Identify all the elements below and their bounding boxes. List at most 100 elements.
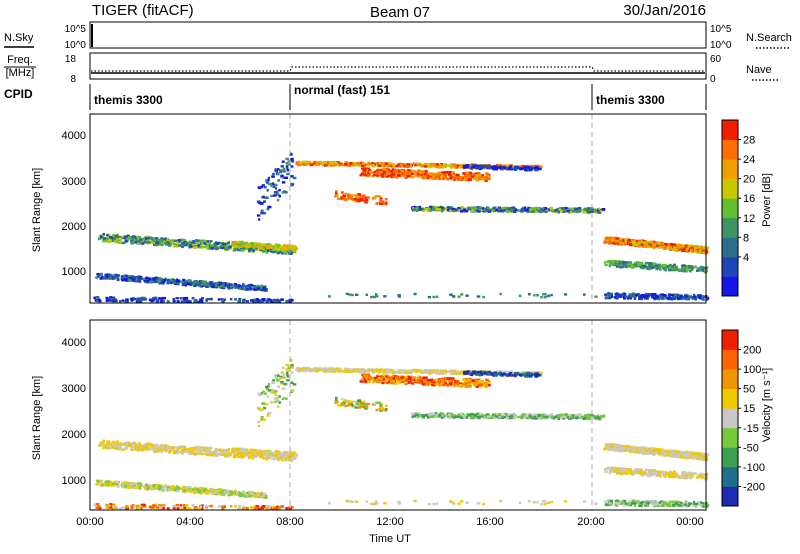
power-echo	[241, 243, 246, 246]
power-echo	[705, 266, 709, 269]
power-echo	[317, 163, 320, 166]
power-echo	[615, 294, 619, 298]
power-echo	[260, 288, 264, 292]
power-echo	[472, 165, 476, 168]
power-echo	[363, 197, 366, 200]
power-echo	[276, 199, 280, 202]
velocity-echo	[104, 480, 108, 483]
power-echo	[404, 171, 408, 174]
power-echo	[271, 175, 275, 178]
power-echo	[281, 191, 284, 194]
power-echo	[621, 240, 625, 243]
velocity-echo	[214, 490, 218, 493]
power-echo	[402, 173, 406, 176]
power-echo	[346, 193, 350, 196]
velocity-scatter	[93, 358, 710, 511]
power-echo	[633, 263, 637, 266]
velocity-echo	[186, 489, 190, 492]
power-echo	[111, 236, 115, 239]
velocity-echo	[210, 450, 214, 454]
velocity-echo	[109, 480, 113, 484]
power-echo	[539, 165, 543, 168]
velocity-echo	[140, 484, 144, 487]
power-echo	[250, 248, 255, 251]
power-echo	[693, 265, 697, 268]
power-echo	[248, 243, 252, 246]
power-echo	[231, 284, 235, 287]
power-echo	[478, 206, 483, 209]
velocity-echo	[264, 496, 268, 499]
power-echo	[256, 245, 260, 249]
power-echo	[392, 163, 395, 166]
power-echo	[688, 297, 691, 300]
power-echo	[231, 241, 235, 244]
power-echo	[262, 250, 266, 253]
power-echo	[347, 164, 350, 167]
power-echo	[536, 164, 540, 168]
power-echo	[158, 280, 161, 284]
power-echo	[160, 300, 164, 303]
power-echo	[171, 239, 175, 242]
power-echo	[424, 173, 427, 176]
power-echo	[291, 299, 294, 302]
power-echo	[375, 172, 379, 175]
velocity-echo	[241, 449, 246, 453]
power-echo	[667, 243, 672, 246]
power-echo	[344, 198, 347, 201]
power-echo	[614, 240, 618, 244]
power-echo	[690, 268, 694, 271]
power-echo	[268, 249, 272, 252]
power-echo	[382, 164, 387, 167]
power-echo	[248, 245, 252, 248]
power-echo	[112, 299, 116, 302]
power-echo	[161, 280, 166, 284]
power-echo	[176, 241, 180, 244]
power-echo	[136, 241, 140, 245]
power-echo	[276, 251, 280, 255]
velocity-echo	[202, 489, 206, 492]
power-echo	[138, 280, 142, 283]
velocity-echo	[138, 487, 142, 490]
power-echo	[482, 178, 486, 181]
power-echo	[678, 246, 682, 249]
power-echo	[449, 176, 453, 180]
velocity-echo	[263, 495, 267, 498]
power-echo	[460, 205, 463, 209]
velocity-echo	[173, 446, 178, 449]
velocity-echo	[278, 457, 282, 461]
power-echo	[279, 170, 282, 174]
power-echo	[285, 176, 289, 179]
power-echo	[414, 164, 417, 167]
power-echo	[286, 172, 290, 176]
velocity-echo	[171, 488, 175, 491]
power-echo	[638, 294, 641, 297]
power-echo	[295, 246, 298, 250]
power-echo	[126, 237, 131, 241]
power-echo	[656, 241, 660, 244]
power-echo	[441, 177, 445, 181]
power-echo	[259, 245, 263, 249]
power-echo	[257, 284, 260, 288]
power-echo	[255, 248, 258, 251]
power-echo	[657, 267, 661, 270]
power-echo	[242, 284, 246, 287]
power-echo	[662, 264, 667, 267]
power-echo	[184, 284, 188, 287]
power-echo	[653, 296, 656, 299]
power-echo	[541, 208, 544, 211]
power-echo	[700, 295, 704, 298]
power-echo	[144, 236, 148, 239]
power-echo	[604, 263, 608, 267]
power-echo	[616, 260, 619, 264]
power-echo	[191, 243, 195, 247]
power-echo	[465, 209, 469, 213]
velocity-echo	[227, 448, 230, 452]
power-echo	[627, 240, 630, 243]
power-echo	[487, 177, 491, 180]
power-echo	[529, 208, 532, 212]
power-echo	[667, 293, 672, 296]
power-echo	[669, 297, 673, 300]
power-echo	[678, 294, 681, 297]
power-echo	[347, 196, 351, 200]
velocity-echo	[247, 456, 251, 459]
